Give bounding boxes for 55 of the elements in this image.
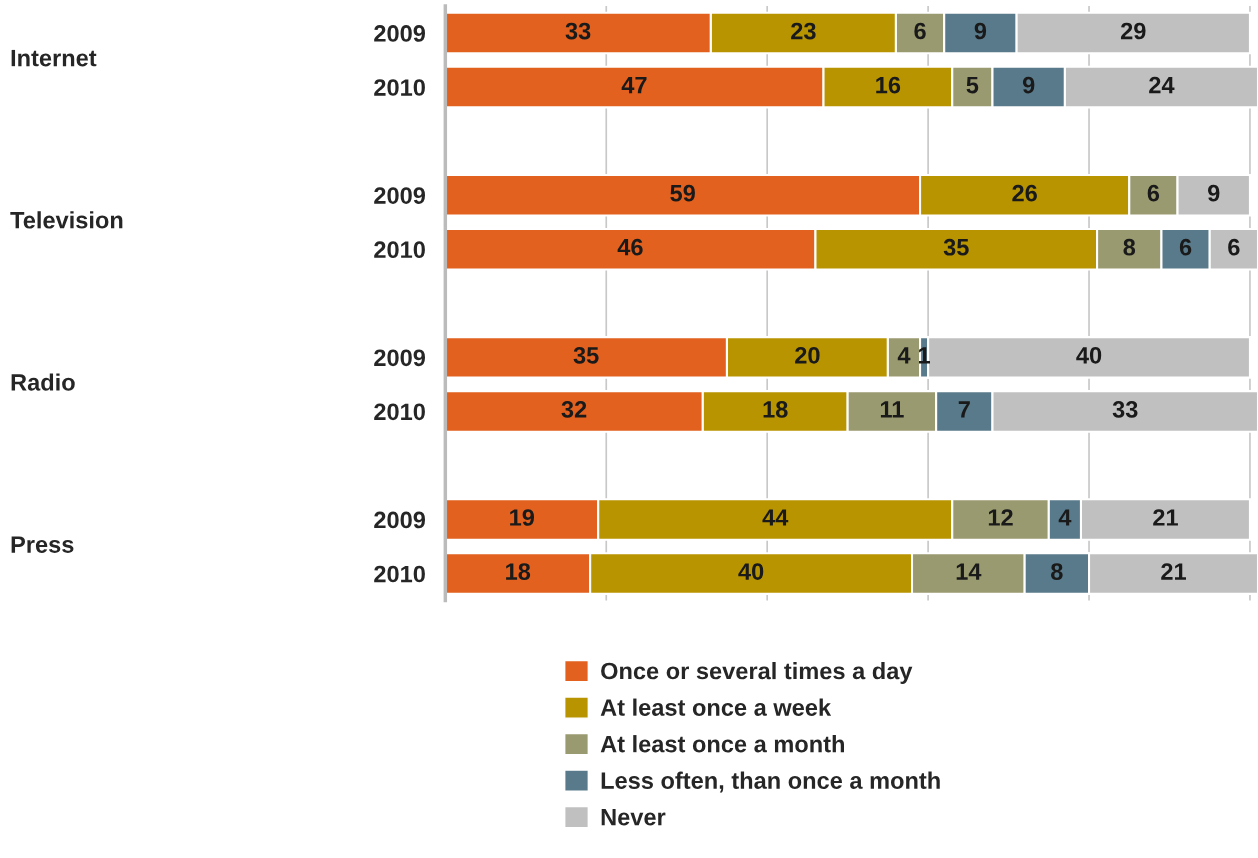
legend-label: At least once a month: [600, 735, 844, 753]
data-label: 21: [1161, 563, 1186, 580]
y-tick-label: 2010: [374, 79, 425, 96]
data-label: 6: [1147, 184, 1160, 202]
data-label: 9: [1208, 184, 1220, 202]
data-label: 35: [573, 346, 599, 364]
data-label: 6: [914, 22, 926, 40]
data-label: 44: [762, 509, 789, 526]
data-label: 20: [795, 346, 820, 364]
data-label: 29: [1120, 22, 1146, 40]
data-label: 4: [897, 347, 911, 364]
legend-label: Less often, than once a month: [601, 771, 940, 793]
data-label: 46: [617, 238, 643, 256]
text: Internet: [11, 49, 97, 67]
legend-label: At least once a week: [600, 698, 832, 716]
data-label: 14: [956, 563, 982, 580]
data-label: 9: [974, 22, 987, 40]
data-label: 26: [1012, 184, 1037, 202]
data-label: 19: [510, 509, 535, 526]
data-label: 18: [763, 401, 788, 418]
data-label: 6: [1228, 238, 1240, 256]
data-label: 8: [1123, 238, 1136, 256]
data-label: 35: [943, 238, 969, 256]
data-label: 47: [621, 76, 647, 94]
y-tick-label: 2009: [374, 187, 426, 204]
data-label: 21: [1153, 509, 1178, 526]
y-tick-label: 2010: [374, 565, 425, 583]
y-tick-label: 2009: [374, 349, 426, 367]
data-label: 9: [1022, 76, 1035, 94]
text: Press: [11, 536, 74, 553]
data-label: 33: [1112, 401, 1138, 418]
data-label: 40: [1076, 346, 1102, 364]
y-tick-label: 2009: [374, 25, 426, 42]
data-label: 32: [561, 401, 587, 418]
text: Television: [10, 211, 123, 229]
data-label: 23: [791, 22, 816, 40]
y-tick-label: 2010: [374, 241, 425, 259]
data-label: 18: [506, 563, 531, 580]
data-label: 33: [565, 22, 591, 40]
data-label: 11: [880, 401, 904, 418]
data-label: 16: [876, 76, 901, 94]
data-label: 6: [1179, 238, 1192, 256]
data-label: 8: [1051, 563, 1063, 580]
y-tick-label: 2010: [374, 403, 425, 421]
data-label: 59: [670, 184, 695, 202]
legend-label: Once or several times a day: [601, 662, 913, 685]
data-label: 7: [958, 401, 970, 418]
data-label: 12: [988, 509, 1013, 526]
data-label: 40: [738, 563, 764, 580]
data-label: 24: [1149, 76, 1175, 94]
legend-label: Never: [601, 809, 666, 826]
text: Radio: [11, 373, 75, 391]
data-label: 5: [966, 76, 979, 94]
data-label: 4: [1058, 509, 1072, 526]
y-tick-label: 2009: [374, 511, 426, 529]
